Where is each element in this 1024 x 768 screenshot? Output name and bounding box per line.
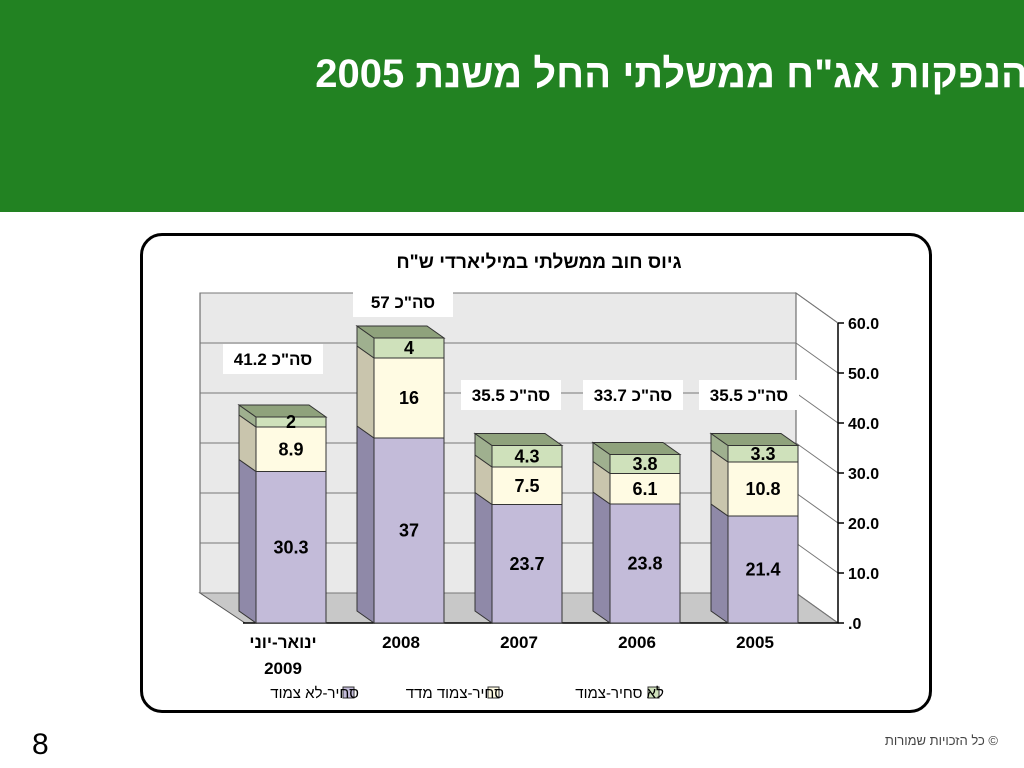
bar-value-label: 30.3 (273, 537, 308, 557)
y-tick-label: .0 (848, 616, 861, 633)
bar-value-label: 7.5 (514, 476, 539, 496)
bar-segment-side (474, 491, 493, 624)
gridline-side (795, 342, 839, 374)
total-label: סה"כ 35.5 (710, 386, 788, 405)
legend-label: סחיר-לא צמוד (270, 685, 359, 702)
legend-swatch (487, 686, 500, 699)
y-tick-label: 10.0 (848, 566, 879, 583)
gridline-side (795, 542, 839, 574)
y-tick-label: 60.0 (848, 316, 879, 333)
bar-segment (609, 473, 681, 505)
bar-value-label: 4.3 (514, 446, 539, 466)
total-label-box (583, 380, 683, 410)
bar-top (709, 433, 800, 446)
gridline-side (795, 492, 839, 524)
header-bar (0, 0, 1024, 212)
bar-value-label: 10.8 (745, 479, 780, 499)
bar-value-label: 37 (399, 521, 419, 541)
bar-segment (491, 504, 563, 624)
bar-stack (355, 325, 446, 624)
bar-value-label: 3.8 (632, 454, 657, 474)
chart-title: גיוס חוב ממשלתי במיליארדי ש"ח (396, 252, 681, 273)
bar-stack (591, 441, 682, 624)
bar-segment-side (710, 503, 729, 624)
x-tick-label: 2006 (618, 633, 656, 652)
bar-stack (709, 432, 800, 624)
bar-segment (491, 466, 563, 505)
bar-value-label: 21.4 (745, 560, 780, 580)
slide-title: הנפקות אג"ח ממשלתי החל משנת 2005 (315, 52, 1024, 96)
bar-value-label: 16 (399, 388, 419, 408)
total-label-box (461, 380, 561, 410)
bar-stack (473, 432, 564, 624)
gridline-side (795, 292, 839, 324)
bar-segment (255, 426, 327, 472)
x-tick-label: 2005 (736, 633, 774, 652)
bar-value-label: 8.9 (278, 439, 303, 459)
legend-label: סחיר-צמוד מדד (406, 685, 504, 702)
x-tick-label: ינואר-יוני (249, 633, 316, 652)
legend-swatch (647, 686, 660, 699)
bar-value-label: 23.7 (509, 554, 544, 574)
bar-top (473, 433, 564, 446)
legend-swatch (342, 686, 355, 699)
bar-segment-side (238, 458, 257, 624)
y-tick-label: 40.0 (848, 416, 879, 433)
gridline-side (795, 592, 839, 624)
legend-label: לא סחיר-צמוד (575, 685, 664, 702)
bar-segment (727, 515, 799, 624)
bar-segment-side (356, 345, 375, 439)
chart-frame: .0 10.0 20.0 30.0 40.0 50.0 60.0 30.3 8.9 2 ינואר-… (140, 233, 932, 713)
bar-segment-side (592, 491, 611, 624)
page-number: 8 (32, 728, 49, 761)
total-label: סה"כ 57 (371, 293, 435, 312)
gridline-side (795, 392, 839, 424)
bar-top (591, 442, 682, 455)
y-tick-label: 20.0 (848, 516, 879, 533)
total-label: סה"כ 41.2 (234, 350, 312, 369)
total-label-box (223, 344, 323, 374)
bar-segment-side (356, 425, 375, 624)
stacked-bar-chart: .0 10.0 20.0 30.0 40.0 50.0 60.0 30.3 8.9 2 ינואר-… (198, 252, 879, 702)
y-tick-label: 50.0 (848, 366, 879, 383)
bar-value-label: 23.8 (627, 554, 662, 574)
gridline-side (795, 442, 839, 474)
bar-stack (237, 404, 328, 624)
total-label: סה"כ 33.7 (594, 386, 672, 405)
bar-value-label: 6.1 (632, 479, 657, 499)
x-tick-label: 2007 (500, 633, 538, 652)
total-label: סה"כ 35.5 (472, 386, 550, 405)
bar-segment (373, 437, 445, 624)
y-tick-label: 30.0 (848, 466, 879, 483)
total-label-box (699, 380, 799, 410)
bar-value-label: 4 (404, 338, 414, 358)
bar-value-label: 3.3 (750, 444, 775, 464)
bar-value-label: 2 (286, 412, 296, 432)
x-tick-label: 2008 (382, 633, 420, 652)
bar-segment (373, 357, 445, 439)
copyright-notice: © כל הזכויות שמורות (884, 733, 998, 748)
x-tick-label: 2009 (264, 659, 302, 678)
bar-top (355, 325, 446, 339)
total-label-box (353, 287, 453, 317)
bar-top (237, 404, 328, 418)
